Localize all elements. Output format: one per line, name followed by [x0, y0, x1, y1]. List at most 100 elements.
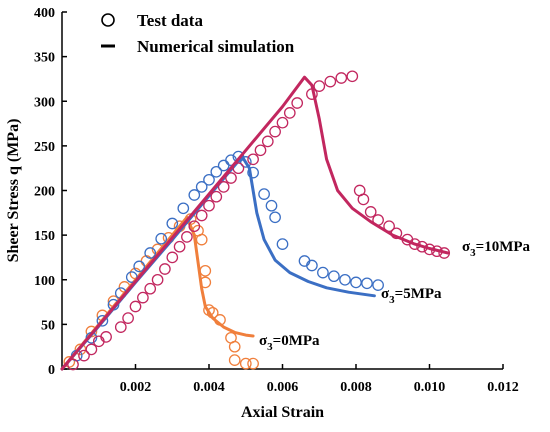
test-data-point [438, 247, 451, 259]
test-data-point [269, 211, 281, 224]
test-data-point [144, 282, 157, 295]
test-data-point [129, 300, 142, 313]
test-data-point [210, 165, 223, 178]
test-data-point [181, 231, 193, 243]
test-data-point [258, 188, 270, 200]
test-data-point [269, 125, 281, 138]
test-data-point [188, 220, 201, 233]
test-data-point [390, 227, 403, 240]
x-tick-label: 0.004 [193, 380, 225, 395]
series-label: σ3=5MPa [381, 286, 442, 306]
test-data-point [350, 276, 362, 289]
test-data-point [155, 232, 168, 245]
test-data-point [159, 263, 171, 275]
test-data-point [100, 331, 112, 343]
test-data-point [217, 181, 230, 193]
test-data-point [114, 321, 127, 333]
test-data-point [151, 273, 164, 286]
test-data-point [203, 173, 215, 186]
y-tick-label: 100 [34, 274, 55, 289]
test-data-point [247, 153, 259, 166]
test-data-point [195, 209, 208, 222]
test-data-point [232, 162, 245, 175]
x-tick-label: 0.008 [340, 380, 372, 395]
test-data-point [306, 88, 318, 100]
test-data-point [195, 233, 208, 246]
test-data-point [306, 259, 318, 272]
y-tick-label: 200 [34, 185, 55, 200]
test-data-point [317, 266, 329, 279]
test-data-point [408, 238, 421, 250]
legend-label: Test data [137, 11, 203, 30]
test-data-point [203, 304, 215, 316]
test-data-point [423, 243, 436, 256]
test-data-point [239, 357, 252, 370]
test-data-point [217, 159, 230, 172]
test-data-point [431, 245, 443, 258]
y-tick-label: 50 [41, 318, 55, 333]
test-data-point [283, 107, 296, 119]
test-data-point [339, 273, 351, 286]
series-annotations: σ3=0MPa σ3=5MPa σ3=10MPa [259, 239, 531, 353]
test-data-point [247, 166, 259, 179]
test-data-point [364, 206, 377, 218]
series-1 [60, 150, 384, 371]
test-data-point [328, 270, 340, 283]
test-data-point [228, 354, 241, 366]
x-tick-label: 0.006 [267, 380, 299, 395]
test-data-point [199, 276, 212, 289]
y-tick-label: 350 [34, 51, 55, 66]
test-data-point [335, 72, 348, 84]
series-0 [60, 213, 259, 371]
test-data-point [133, 260, 146, 273]
y-tick-label: 300 [34, 95, 55, 110]
test-data-point [177, 202, 190, 215]
y-axis-title: Sheer Stress q (MPa) [5, 119, 22, 263]
test-data-point [144, 247, 157, 259]
test-data-point [276, 116, 289, 129]
test-data-point [228, 340, 241, 353]
y-tick-label: 250 [34, 140, 55, 155]
test-data-point [210, 190, 223, 203]
test-data-point [357, 193, 370, 206]
x-axis-title: Axial Strain [241, 404, 324, 421]
test-data-point [346, 70, 359, 83]
series-label: σ3=0MPa [259, 333, 320, 353]
test-data-point [265, 199, 278, 212]
test-data-point [199, 264, 212, 277]
legend-label: Numerical simulation [137, 37, 295, 56]
y-tick-label: 150 [34, 229, 55, 244]
test-data-point [214, 314, 226, 326]
series-label: σ3=10MPa [462, 239, 531, 259]
x-tick-label: 0.002 [120, 380, 152, 395]
axes: 0 50 100 150 200 250 300 350 400 0.002 0.004 0.006 0… [5, 6, 519, 421]
test-data-point [203, 199, 215, 212]
test-data-point [137, 291, 149, 304]
test-data-point [254, 144, 267, 157]
test-data-point [239, 156, 252, 168]
legend: Test data Numerical simulation [101, 11, 295, 56]
test-data-point [122, 312, 134, 324]
test-data-point [78, 349, 90, 362]
test-data-point [188, 189, 201, 201]
test-data-point [195, 181, 208, 193]
test-data-point [225, 172, 237, 184]
test-data-point [125, 271, 138, 283]
y-tick-label: 0 [48, 363, 55, 378]
series-2 [60, 70, 451, 371]
simulation-line [60, 75, 450, 371]
test-data-point [67, 358, 79, 371]
series-layer [60, 70, 451, 371]
test-data-point [276, 238, 289, 250]
test-data-point [247, 357, 259, 370]
test-data-point [206, 306, 219, 319]
test-data-point [372, 279, 384, 291]
x-tick-label: 0.010 [414, 380, 446, 395]
test-data-point [166, 251, 179, 264]
simulation-line [60, 215, 255, 371]
x-tick-label: 0.012 [487, 380, 519, 395]
test-data-point [261, 135, 274, 148]
test-data-point [173, 240, 186, 253]
